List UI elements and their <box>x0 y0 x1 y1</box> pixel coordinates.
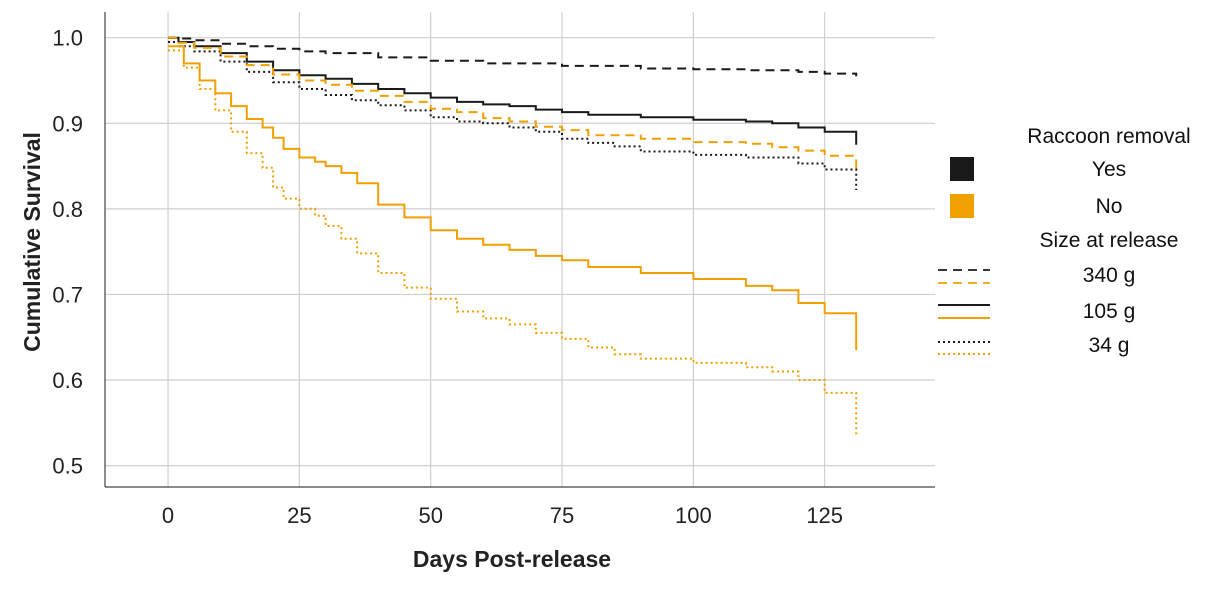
legend-title-raccoon-removal: Raccoon removal <box>1027 125 1190 148</box>
legend-label-no: No <box>1096 195 1123 218</box>
y-tick-label: 1.0 <box>52 26 83 51</box>
legend-swatch-yes <box>950 157 974 181</box>
axes <box>104 12 935 488</box>
legend-label-340g: 340 g <box>1083 264 1136 287</box>
legend-label-34g: 34 g <box>1089 334 1130 357</box>
tick-labels: 0 25 50 75 100 125 0.5 0.6 0.7 0.8 0.9 1.0 <box>52 26 843 528</box>
legend-swatch-no <box>950 194 974 218</box>
legend-title-size-at-release: Size at release <box>1040 229 1179 252</box>
series-line-removal-no-105g <box>168 45 858 351</box>
series-line-removal-yes-340g <box>168 36 858 77</box>
series-line-removal-yes-105g <box>168 36 858 145</box>
x-axis-title: Days Post-release <box>413 546 611 572</box>
y-tick-label: 0.8 <box>52 197 83 222</box>
y-tick-label: 0.5 <box>52 454 83 479</box>
grid <box>105 12 935 487</box>
x-tick-label: 50 <box>418 503 442 528</box>
x-tick-label: 75 <box>550 503 574 528</box>
x-tick-label: 0 <box>162 503 174 528</box>
legend-label-yes: Yes <box>1092 158 1126 181</box>
y-tick-label: 0.9 <box>52 111 83 136</box>
y-axis-title: Cumulative Survival <box>19 132 45 352</box>
legend-label-105g: 105 g <box>1083 300 1136 323</box>
x-tick-label: 125 <box>806 503 843 528</box>
series-line-removal-yes-34g <box>168 41 858 190</box>
x-tick-label: 100 <box>675 503 712 528</box>
x-tick-label: 25 <box>287 503 311 528</box>
legend: Raccoon removal Yes No Size at release 3… <box>938 125 1191 357</box>
series-line-removal-no-340g <box>168 36 858 171</box>
series <box>168 36 858 436</box>
y-tick-label: 0.6 <box>52 368 83 393</box>
y-tick-label: 0.7 <box>52 282 83 307</box>
series-line-removal-no-34g <box>168 49 858 436</box>
